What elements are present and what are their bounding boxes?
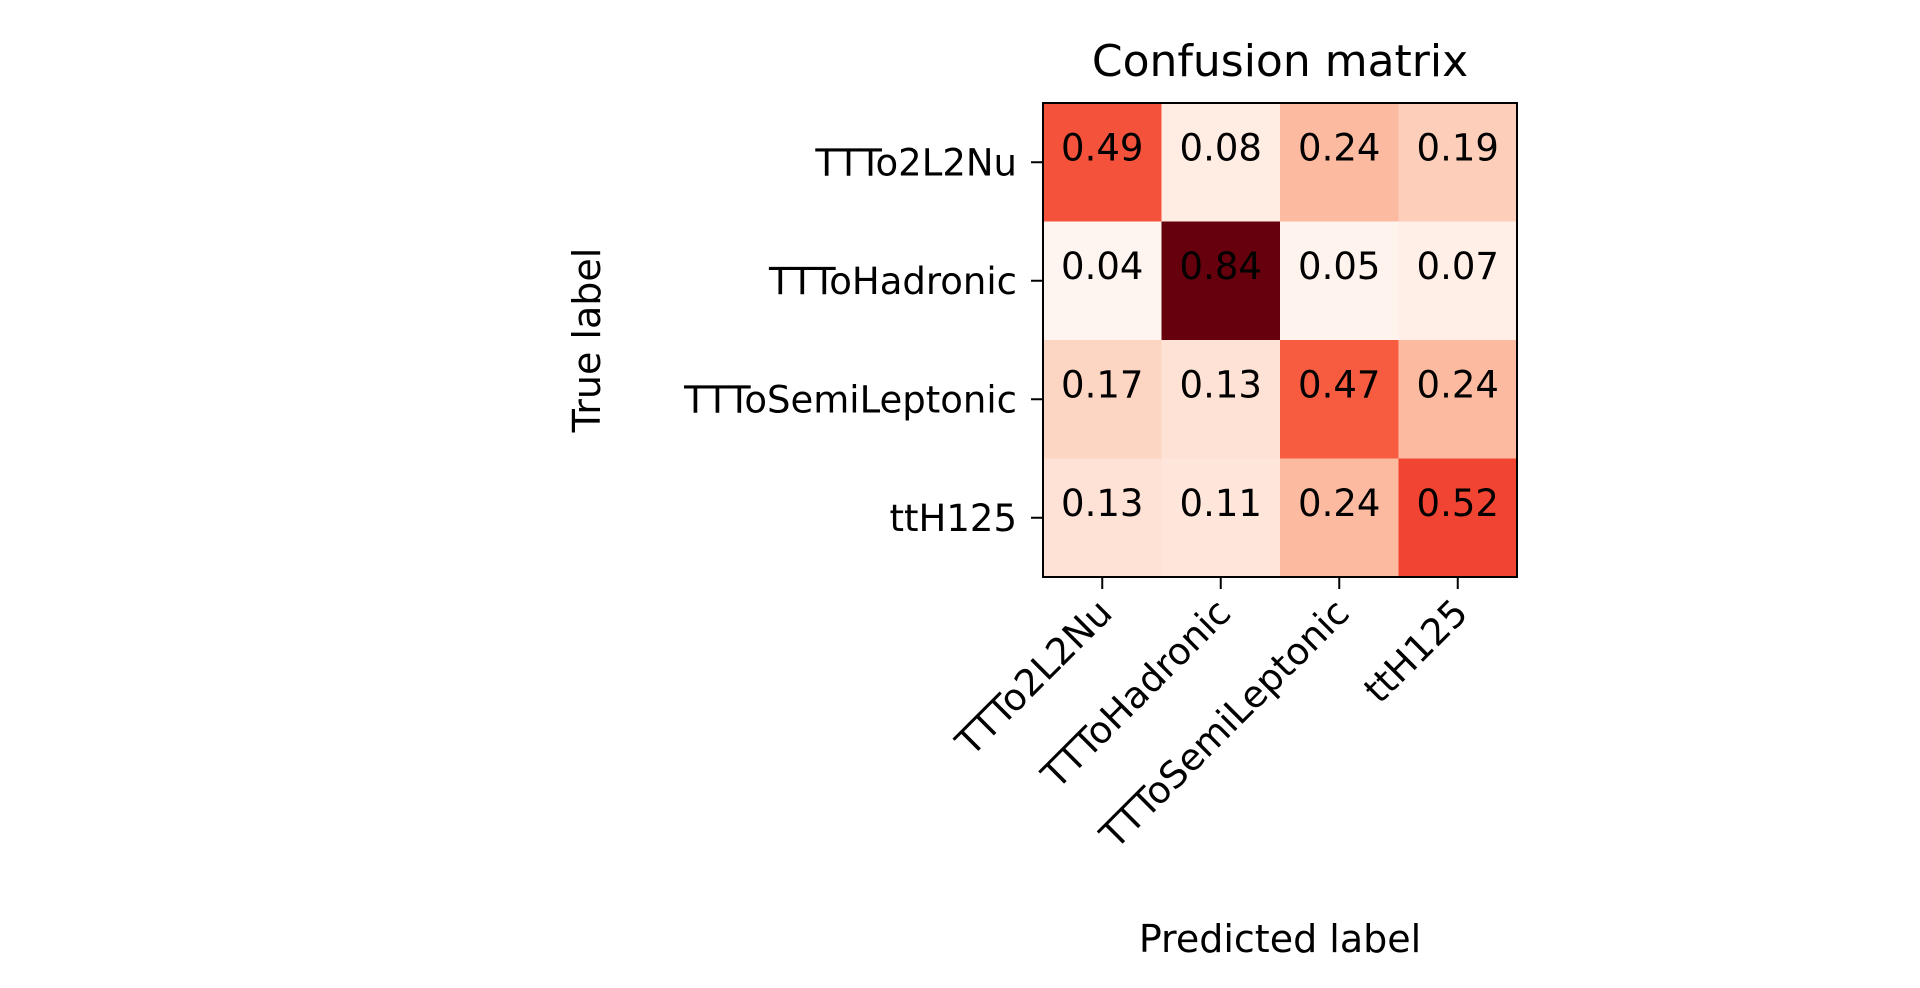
heatmap-cell: [1280, 458, 1400, 578]
y-tick-label: TTTo2L2Nu: [814, 141, 1017, 184]
cell-value-label: 0.08: [1180, 126, 1262, 169]
cell-value-label: 0.24: [1298, 126, 1380, 169]
heatmap-cells: [1043, 103, 1518, 578]
heatmap-cell: [1398, 221, 1518, 341]
y-axis-ticks: TTTo2L2Nu TTToHadronic TTToSemiLeptonic ttH…: [683, 141, 1043, 540]
x-tick-label: ttH125: [1356, 591, 1477, 712]
cell-value-label: 0.13: [1061, 482, 1143, 525]
heatmap-cell: [1161, 221, 1281, 341]
x-axis-label: Predicted label: [1139, 917, 1421, 961]
x-axis-ticks: TTTo2L2NuTTToHadronicTTToSemiLeptonicttH…: [947, 577, 1476, 857]
heatmap-cell: [1280, 103, 1400, 223]
cell-value-label: 0.04: [1061, 245, 1143, 288]
cell-value-labels: 0.49 0.08 0.24 0.19 0.04 0.84 0.05 0.07 0.17 0.13…: [1061, 126, 1499, 525]
cell-value-label: 0.11: [1180, 482, 1262, 525]
cell-value-label: 0.24: [1417, 363, 1499, 406]
heatmap-cell: [1398, 340, 1518, 460]
heatmap-cell: [1398, 458, 1518, 578]
cell-value-label: 0.47: [1298, 363, 1380, 406]
heatmap-cell: [1161, 340, 1281, 460]
heatmap-cell: [1161, 458, 1281, 578]
chart-title: Confusion matrix: [1092, 36, 1468, 87]
cell-value-label: 0.13: [1180, 363, 1262, 406]
y-tick-label: TTToSemiLeptonic: [683, 378, 1017, 421]
cell-value-label: 0.24: [1298, 482, 1380, 525]
y-tick-label: TTToHadronic: [768, 260, 1017, 303]
heatmap-cell: [1043, 458, 1163, 578]
cell-value-label: 0.49: [1061, 126, 1143, 169]
cell-value-label: 0.05: [1298, 245, 1380, 288]
heatmap-cell: [1280, 221, 1400, 341]
heatmap-cell: [1398, 103, 1518, 223]
heatmap-cell: [1280, 340, 1400, 460]
cell-value-label: 0.84: [1180, 245, 1262, 288]
cell-value-label: 0.52: [1417, 482, 1499, 525]
heatmap-cell: [1043, 221, 1163, 341]
plot-frame: [1042, 102, 1518, 578]
y-tick-label: ttH125: [890, 497, 1017, 540]
cell-value-label: 0.17: [1061, 363, 1143, 406]
y-axis-label: True label: [565, 248, 609, 434]
cell-value-label: 0.19: [1417, 126, 1499, 169]
heatmap-cell: [1043, 103, 1163, 223]
heatmap-cell: [1161, 103, 1281, 223]
cell-value-label: 0.07: [1417, 245, 1499, 288]
heatmap-cell: [1043, 340, 1163, 460]
